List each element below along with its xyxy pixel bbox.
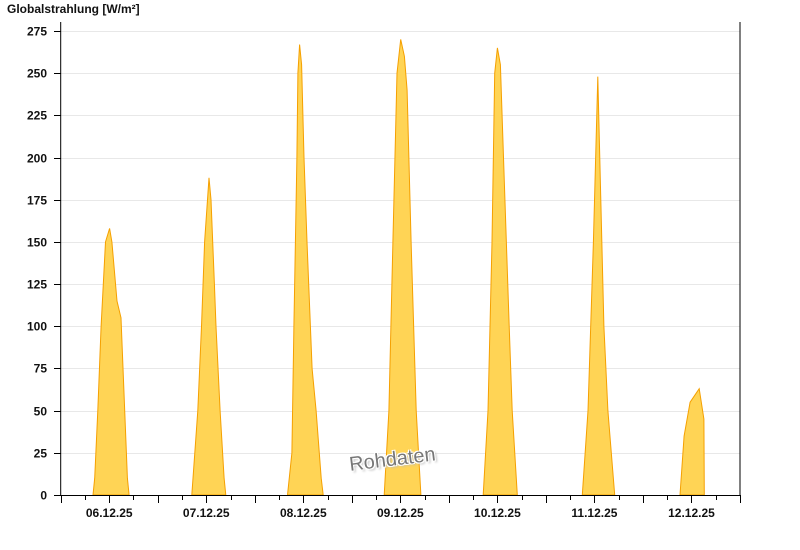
- y-tick-label: 50: [34, 405, 48, 419]
- y-tick-label: 175: [27, 194, 47, 208]
- y-tick-label: 250: [27, 67, 47, 81]
- area-series: [679, 387, 705, 496]
- x-tick-label: 06.12.25: [86, 506, 133, 520]
- x-tick-label: 12.12.25: [668, 506, 715, 520]
- area-series: [92, 228, 130, 496]
- y-tick-label: 275: [27, 25, 47, 39]
- y-tick-label: 75: [34, 362, 48, 376]
- area-series: [191, 177, 227, 496]
- y-tick-label: 200: [27, 152, 47, 166]
- area-series: [383, 39, 422, 496]
- y-tick-label: 0: [40, 489, 47, 503]
- area-series: [581, 76, 616, 496]
- y-tick-label: 100: [27, 320, 47, 334]
- x-tick-label: 10.12.25: [474, 506, 521, 520]
- x-tick-label: 07.12.25: [183, 506, 230, 520]
- y-tick-label: 25: [34, 447, 48, 461]
- x-tick-label: 08.12.25: [280, 506, 327, 520]
- y-tick-label: 125: [27, 278, 47, 292]
- x-tick-label: 09.12.25: [377, 506, 424, 520]
- y-tick-label: 225: [27, 109, 47, 123]
- area-series: [287, 44, 324, 496]
- y-tick-label: 150: [27, 236, 47, 250]
- x-tick-label: 11.12.25: [571, 506, 617, 520]
- area-series: [482, 47, 518, 496]
- chart-title: Globalstrahlung [W/m²]: [7, 2, 140, 16]
